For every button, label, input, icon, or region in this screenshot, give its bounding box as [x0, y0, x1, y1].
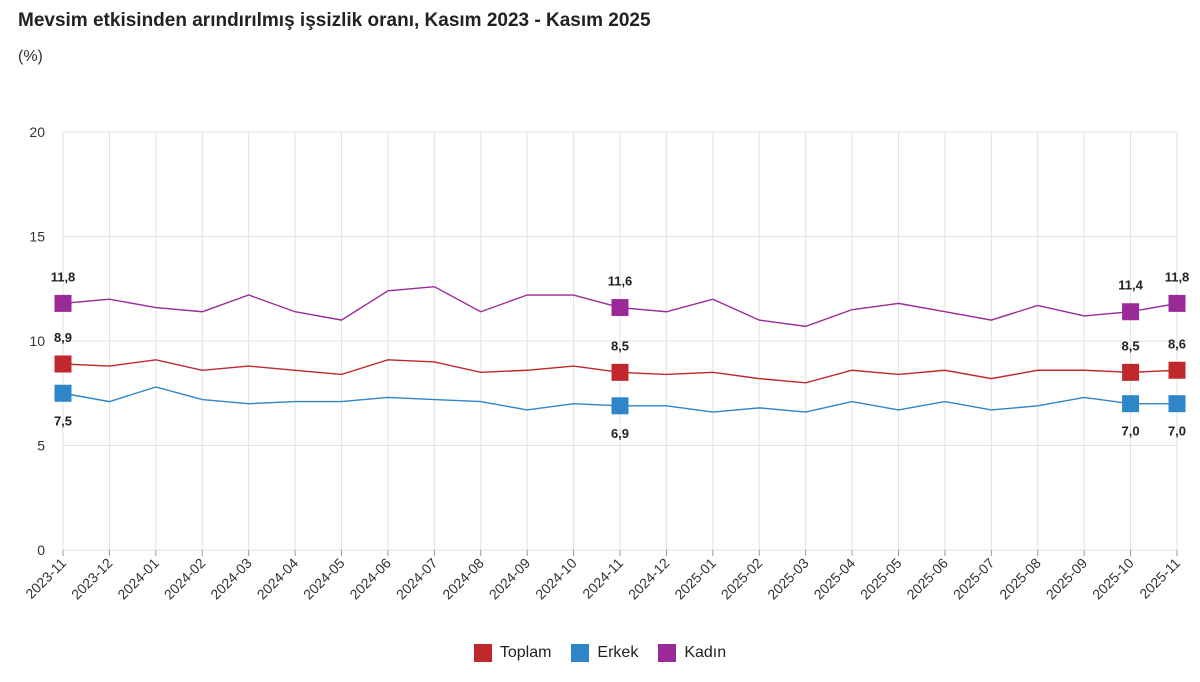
legend-label-erkek: Erkek	[597, 644, 639, 661]
data-label: 8,5	[1122, 338, 1140, 353]
x-tick-label: 2025-11	[1136, 555, 1183, 602]
legend: Toplam Erkek Kadın	[0, 644, 1200, 662]
series-marker[interactable]	[54, 294, 72, 312]
data-label: 11,8	[51, 269, 76, 284]
x-tick-label: 2025-04	[811, 555, 859, 603]
legend-label-kadin: Kadın	[684, 644, 727, 661]
x-tick-label: 2024-03	[207, 555, 255, 603]
series-markers	[54, 294, 1186, 415]
series-marker[interactable]	[1122, 395, 1140, 413]
series-marker[interactable]	[1168, 294, 1186, 312]
x-tick-label: 2024-08	[439, 555, 487, 603]
data-label: 11,4	[1118, 278, 1143, 293]
y-tick-label: 5	[37, 438, 45, 454]
x-axis-ticks: 2023-112023-122024-012024-022024-032024-…	[22, 555, 1183, 603]
x-tick-label: 2024-10	[532, 555, 580, 603]
data-label: 7,5	[54, 413, 72, 428]
legend-label-toplam: Toplam	[499, 644, 552, 661]
x-tick-label: 2024-01	[114, 555, 162, 603]
y-tick-label: 20	[29, 124, 45, 140]
x-tick-label: 2023-12	[68, 555, 116, 603]
legend-swatch-toplam	[473, 644, 492, 662]
series-marker[interactable]	[611, 397, 629, 415]
y-tick-label: 0	[37, 542, 45, 558]
legend-item-toplam[interactable]: Toplam	[473, 644, 552, 662]
x-tick-label: 2024-09	[486, 555, 534, 603]
y-tick-label: 15	[29, 229, 45, 245]
chart-subtitle: (%)	[18, 48, 43, 65]
chart-title: Mevsim etkisinden arındırılmış işsizlik …	[18, 10, 651, 31]
x-tick-label: 2025-09	[1043, 555, 1091, 603]
series-marker[interactable]	[611, 299, 629, 317]
x-tick-label: 2024-04	[254, 555, 302, 603]
legend-item-kadin[interactable]: Kadın	[658, 644, 726, 662]
series-marker[interactable]	[54, 384, 72, 402]
x-tick-label: 2024-06	[346, 555, 394, 603]
legend-swatch-kadin	[658, 644, 677, 662]
data-label: 7,0	[1122, 424, 1140, 439]
x-tick-label: 2024-02	[161, 555, 209, 603]
x-tick-label: 2025-08	[996, 555, 1044, 603]
series-marker[interactable]	[1168, 395, 1186, 413]
x-tick-label: 2024-07	[393, 555, 441, 603]
data-label: 8,5	[611, 338, 629, 353]
x-tick-label: 2024-11	[579, 555, 626, 602]
series-marker[interactable]	[611, 363, 629, 381]
x-tick-label: 2025-10	[1089, 555, 1137, 603]
y-tick-label: 10	[29, 333, 45, 349]
data-label: 7,0	[1168, 424, 1186, 439]
y-axis-ticks: 0 5 10 15 20	[29, 124, 45, 558]
series-marker[interactable]	[54, 355, 72, 373]
series-marker[interactable]	[1168, 361, 1186, 379]
x-tick-label: 2025-05	[857, 555, 905, 603]
x-tick-label: 2025-02	[718, 555, 766, 603]
data-label: 8,6	[1168, 336, 1186, 351]
x-tick-label: 2023-11	[22, 555, 69, 602]
x-tick-label: 2025-06	[903, 555, 951, 603]
series-marker[interactable]	[1122, 303, 1140, 321]
data-label: 8,9	[54, 330, 72, 345]
grid-lines	[62, 131, 1178, 556]
legend-swatch-erkek	[571, 644, 590, 662]
x-tick-label: 2025-01	[671, 555, 719, 603]
x-tick-label: 2024-05	[300, 555, 348, 603]
x-tick-label: 2025-07	[950, 555, 998, 603]
legend-item-erkek[interactable]: Erkek	[571, 644, 638, 662]
data-label: 11,6	[608, 274, 633, 289]
data-labels: 8,9 8,5 8,5 8,6 7,5 6,9 7,0 7,0 11,8 11,6 11,4 11,8	[51, 269, 1190, 440]
x-tick-label: 2025-03	[764, 555, 812, 603]
series-marker[interactable]	[1122, 363, 1140, 381]
x-tick-label: 2024-12	[625, 555, 673, 603]
data-label: 6,9	[611, 426, 629, 441]
data-label: 11,8	[1165, 269, 1190, 284]
